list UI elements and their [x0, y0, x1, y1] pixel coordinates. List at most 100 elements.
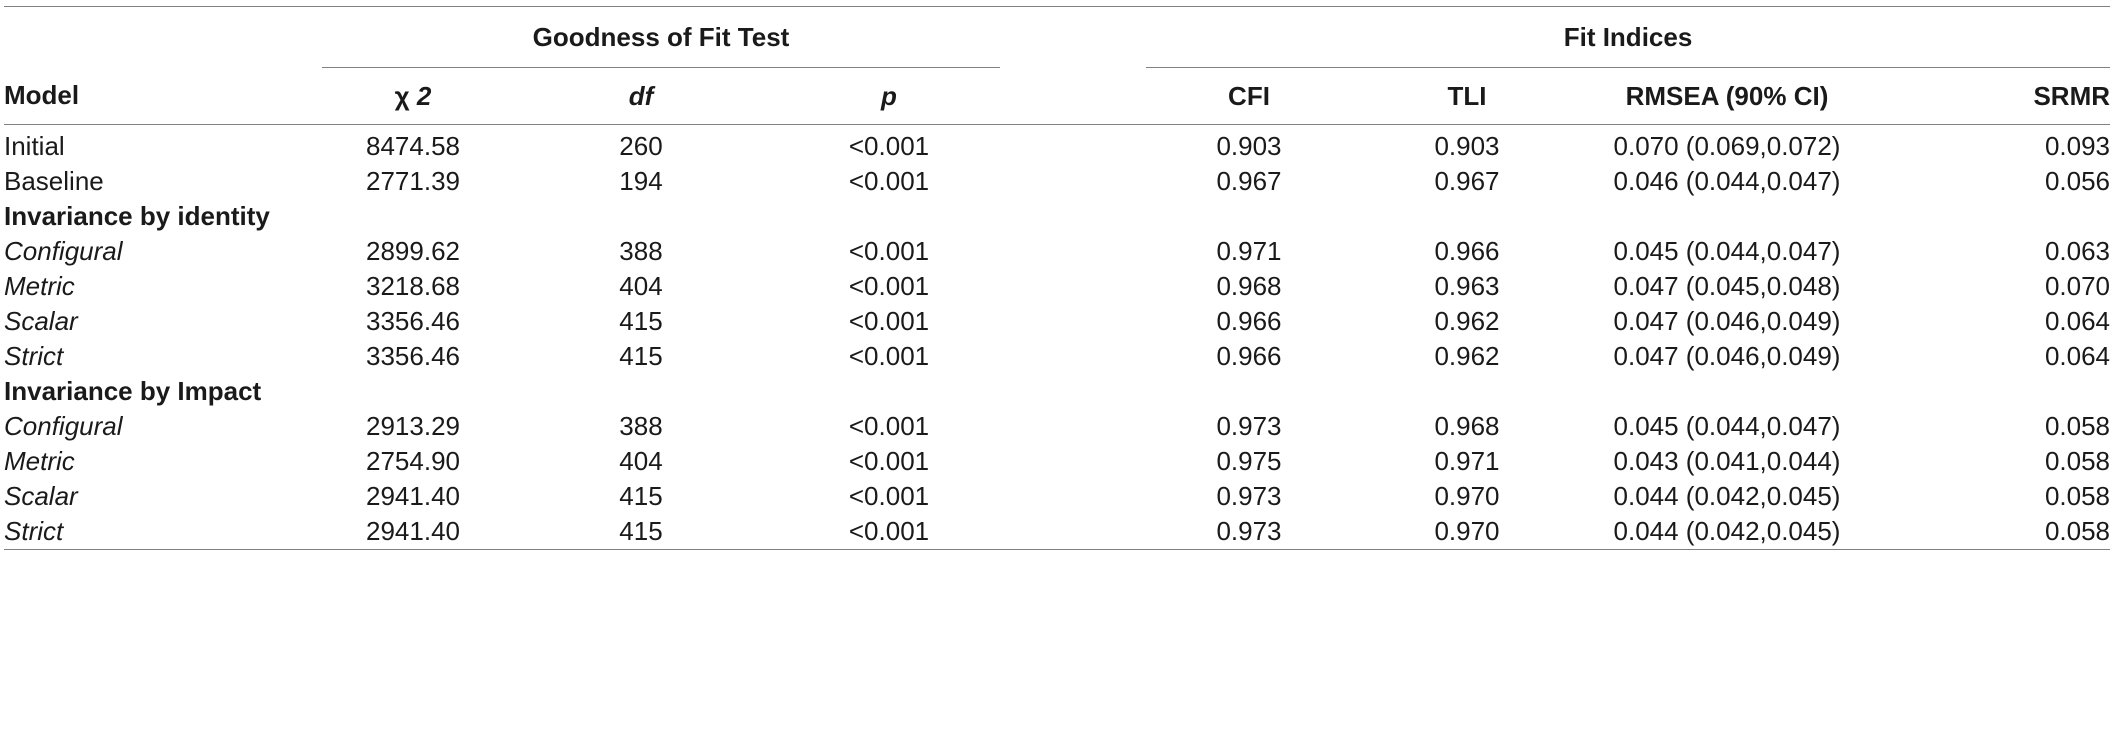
cell-rmsea: 0.047 (0.046,0.049): [1613, 306, 1841, 336]
cell-srmr: 0.064: [2044, 306, 2111, 336]
group-header-fit-indices: Fit Indices: [1146, 6, 2111, 68]
cell-cfi: 0.973: [1216, 481, 1282, 511]
cell-df: 415: [619, 341, 663, 371]
cell-srmr: 0.093: [2044, 131, 2111, 161]
table-body: Initial 8474.58 260 <0.001 0.903 0.903 0…: [4, 125, 2111, 550]
table-row: Initial 8474.58 260 <0.001 0.903 0.903 0…: [4, 125, 2110, 165]
cell-chi2: 8474.58: [366, 131, 460, 161]
cell-gap: [1000, 339, 1146, 374]
cell-rmsea: 0.045 (0.044,0.047): [1613, 236, 1841, 266]
cell-gap: [1000, 444, 1146, 479]
cell-rmsea: 0.044 (0.042,0.045): [1613, 481, 1841, 511]
section-title: Invariance by Impact: [4, 376, 262, 406]
cell-cfi: 0.973: [1146, 514, 1352, 550]
cell-gap: [1000, 514, 1146, 550]
cell-cfi: 0.903: [1216, 131, 1282, 161]
cell-p: <0.001: [848, 341, 930, 371]
cell-cfi: 0.975: [1216, 446, 1282, 476]
table-row: Strict 3356.46 415 <0.001 0.966 0.962 0.…: [4, 339, 2110, 374]
cell-tli: 0.970: [1352, 514, 1582, 550]
cell-p: <0.001: [848, 271, 930, 301]
cell-gap: [1000, 234, 1146, 269]
cell-tli: 0.966: [1434, 236, 1500, 266]
cell-p: <0.001: [848, 166, 930, 196]
cell-df: 260: [619, 131, 663, 161]
cell-gap: [1000, 125, 1146, 165]
cell-rmsea: 0.047 (0.045,0.048): [1613, 271, 1841, 301]
column-header-rmsea: RMSEA (90% CI): [1582, 67, 1872, 125]
table-row: Configural 2899.62 388 <0.001 0.971 0.96…: [4, 234, 2110, 269]
cell-srmr: 0.058: [2044, 481, 2111, 511]
column-header-row: Model χ 2 df p CFI TLI RMSEA (90% CI) SR…: [4, 67, 2111, 125]
cell-df: 415: [619, 481, 663, 511]
cell-srmr: 0.070: [2044, 271, 2111, 301]
cell-rmsea: 0.044 (0.042,0.045): [1582, 514, 1872, 550]
header-spacer: [4, 6, 322, 68]
cell-tli: 0.962: [1434, 341, 1500, 371]
cell-df: 194: [619, 166, 663, 196]
cell-model: Metric: [4, 446, 75, 476]
chi-superscript: 2: [416, 80, 432, 111]
cell-p: <0.001: [778, 514, 1000, 550]
cell-tli: 0.962: [1434, 306, 1500, 336]
cell-rmsea: 0.047 (0.046,0.049): [1613, 341, 1841, 371]
header-gap: [1000, 6, 1146, 68]
cell-model: Strict: [4, 341, 64, 371]
column-header-tli: TLI: [1352, 67, 1582, 125]
cell-rmsea: 0.070 (0.069,0.072): [1613, 131, 1841, 161]
cell-srmr: 0.058: [2044, 446, 2111, 476]
cell-chi2: 2941.40: [322, 514, 504, 550]
table-row: Metric 2754.90 404 <0.001 0.975 0.971 0.…: [4, 444, 2110, 479]
cell-gap: [1000, 479, 1146, 514]
cell-model: Baseline: [4, 166, 104, 196]
cell-gap: [1000, 164, 1146, 199]
cell-tli: 0.970: [1434, 481, 1500, 511]
cell-srmr: 0.056: [2044, 166, 2111, 196]
section-row-impact: Invariance by Impact: [4, 374, 2110, 409]
cell-p: <0.001: [848, 481, 930, 511]
cell-tli: 0.971: [1434, 446, 1500, 476]
cell-model: Configural: [4, 236, 123, 266]
cell-model: Metric: [4, 271, 75, 301]
column-header-srmr: SRMR: [1872, 67, 2111, 125]
table-row: Configural 2913.29 388 <0.001 0.973 0.96…: [4, 409, 2110, 444]
cell-df: 388: [619, 411, 663, 441]
cell-cfi: 0.971: [1216, 236, 1282, 266]
cell-gap: [1000, 304, 1146, 339]
cell-rmsea: 0.043 (0.041,0.044): [1613, 446, 1841, 476]
column-header-gap: [1000, 67, 1146, 125]
cell-chi2: 3356.46: [366, 306, 460, 336]
cell-srmr: 0.064: [2044, 341, 2111, 371]
cell-tli: 0.968: [1434, 411, 1500, 441]
table-header: Goodness of Fit Test Fit Indices Model χ…: [4, 6, 2111, 125]
chi-symbol: χ: [394, 80, 410, 111]
cell-gap: [1000, 409, 1146, 444]
cell-df: 415: [619, 306, 663, 336]
table-row: Strict 2941.40 415 <0.001 0.973 0.970 0.…: [4, 514, 2111, 550]
column-header-model: Model: [4, 67, 322, 125]
cell-srmr: 0.058: [2044, 411, 2111, 441]
cell-chi2: 2771.39: [366, 166, 460, 196]
cell-gap: [1000, 269, 1146, 304]
fit-statistics-table: Goodness of Fit Test Fit Indices Model χ…: [4, 6, 2111, 550]
cell-cfi: 0.966: [1216, 341, 1282, 371]
section-title: Invariance by identity: [4, 201, 270, 231]
table-row: Baseline 2771.39 194 <0.001 0.967 0.967 …: [4, 164, 2110, 199]
table-row: Metric 3218.68 404 <0.001 0.968 0.963 0.…: [4, 269, 2110, 304]
cell-model: Strict: [4, 514, 322, 550]
cell-chi2: 2754.90: [366, 446, 460, 476]
cell-cfi: 0.967: [1216, 166, 1282, 196]
cell-tli: 0.903: [1434, 131, 1500, 161]
cell-srmr: 0.063: [2044, 236, 2111, 266]
cell-cfi: 0.966: [1216, 306, 1282, 336]
cell-model: Scalar: [4, 306, 78, 336]
cell-rmsea: 0.045 (0.044,0.047): [1613, 411, 1841, 441]
column-header-df: df: [504, 67, 778, 125]
cell-p: <0.001: [848, 411, 930, 441]
column-header-chi-square: χ 2: [322, 67, 504, 125]
cell-chi2: 2913.29: [366, 411, 460, 441]
cell-df: 404: [619, 271, 663, 301]
cell-p: <0.001: [848, 131, 930, 161]
cell-chi2: 2899.62: [366, 236, 460, 266]
